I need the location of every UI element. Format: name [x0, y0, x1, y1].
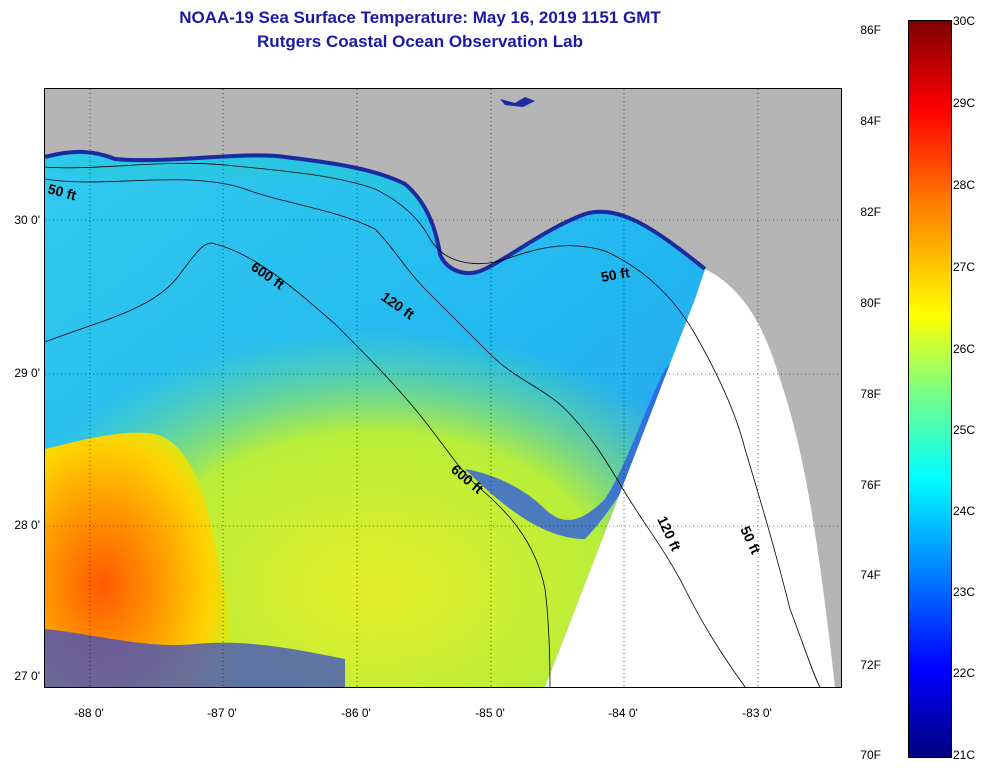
- lon-label: -86 0': [341, 706, 371, 720]
- grid: [45, 89, 841, 687]
- chart-subtitle: Rutgers Coastal Ocean Observation Lab: [257, 32, 583, 51]
- colorbar-c-label: 28C: [953, 178, 976, 192]
- colorbar-f-label: 82F: [860, 205, 881, 219]
- sst-map: 50 ft 600 ft 120 ft 50 ft 600 ft 120 ft …: [44, 88, 842, 688]
- colorbar-c-label: 23C: [953, 585, 976, 599]
- no-data-swath: [545, 269, 835, 687]
- colorbar-c-label: 25C: [953, 423, 976, 437]
- colorbar-c-label: 27C: [953, 260, 976, 274]
- colorbar-f-label: 84F: [860, 114, 881, 128]
- inland-water: [500, 97, 535, 107]
- colorbar-f-label: 78F: [860, 387, 881, 401]
- lat-label: 29 0': [14, 366, 40, 380]
- warm-water-patch: [45, 432, 235, 687]
- lon-label: -84 0': [608, 706, 638, 720]
- lon-label: -85 0': [475, 706, 505, 720]
- lon-label: -88 0': [74, 706, 104, 720]
- lat-label: 28 0': [14, 518, 40, 532]
- chart-title: NOAA-19 Sea Surface Temperature: May 16,…: [179, 8, 661, 27]
- cool-water-streak: [465, 349, 685, 539]
- colorbar-f-label: 70F: [860, 748, 881, 762]
- coastline: [45, 149, 707, 275]
- lon-label: -87 0': [207, 706, 237, 720]
- lon-label: -83 0': [742, 706, 772, 720]
- colorbar-f-label: 74F: [860, 568, 881, 582]
- colorbar-c-label: 24C: [953, 504, 976, 518]
- contour-50ft: [45, 162, 821, 687]
- colorbar-c-label: 30C: [953, 14, 976, 28]
- florida-land: [705, 89, 841, 539]
- colorbar-f-label: 72F: [860, 658, 881, 672]
- cool-water-band: [45, 629, 345, 687]
- contour-label: 50 ft: [46, 180, 78, 203]
- colorbar-c-label: 22C: [953, 666, 976, 680]
- lat-label: 27 0': [14, 669, 40, 683]
- colorbar-f-label: 86F: [860, 23, 881, 37]
- contour-120ft: [45, 178, 746, 687]
- colorbar-c-label: 21C: [953, 748, 976, 762]
- sea-surface: [45, 151, 705, 687]
- contour-600ft: [45, 242, 551, 687]
- colorbar-f-label: 80F: [860, 296, 881, 310]
- lat-label: 30 0': [14, 213, 40, 227]
- sst-map-svg: 50 ft 600 ft 120 ft 50 ft 600 ft 120 ft …: [45, 89, 841, 687]
- colorbar-c-label: 26C: [953, 342, 976, 356]
- colorbar-c-label: 29C: [953, 96, 976, 110]
- colorbar-f-label: 76F: [860, 478, 881, 492]
- colorbar: [908, 20, 952, 758]
- contour-label: 50 ft: [600, 264, 631, 285]
